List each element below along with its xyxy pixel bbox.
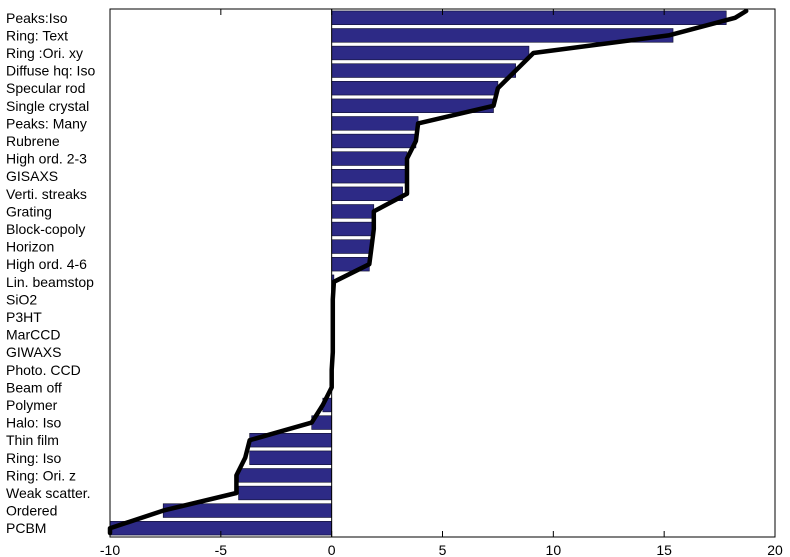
- category-label: Peaks: Many: [6, 115, 87, 131]
- category-label: Thin film: [6, 432, 59, 448]
- x-tick-label: 10: [546, 542, 562, 557]
- category-label: Specular rod: [6, 80, 85, 96]
- bar: [331, 81, 499, 96]
- trend-line: [107, 8, 749, 536]
- x-tick-labels: -10 -5 0 5 10 15 20: [100, 542, 783, 557]
- bar: [331, 239, 372, 254]
- category-label: Block-copoly: [6, 221, 85, 237]
- bar: [331, 10, 727, 25]
- category-label: Diffuse hq: Iso: [6, 63, 95, 79]
- bar: [331, 116, 419, 131]
- category-label: MarCCD: [6, 327, 60, 343]
- x-tick-label: 0: [328, 542, 336, 557]
- bar: [331, 133, 417, 149]
- category-label: Ring: Text: [6, 27, 68, 43]
- category-label: SiO2: [6, 291, 37, 307]
- bar: [331, 221, 375, 237]
- x-tick-label: -10: [100, 542, 120, 557]
- category-label: Grating: [6, 203, 52, 219]
- category-label: High ord. 2-3: [6, 151, 87, 167]
- category-label: High ord. 4-6: [6, 256, 87, 272]
- category-label: Peaks:Iso: [6, 10, 68, 26]
- x-tick-label: -5: [215, 542, 228, 557]
- bar: [331, 204, 375, 219]
- bar: [331, 169, 408, 184]
- category-label: Ring :Ori. xy: [6, 45, 83, 61]
- x-tick-label: 5: [439, 542, 447, 557]
- category-label: P3HT: [6, 309, 42, 325]
- category-label: Polymer: [6, 397, 58, 413]
- category-label: Single crystal: [6, 98, 89, 114]
- bar: [331, 151, 408, 166]
- bars-group: [109, 10, 727, 536]
- category-label: PCBM: [6, 520, 46, 536]
- category-label: Beam off: [6, 379, 62, 395]
- x-tick-label: 20: [767, 542, 783, 557]
- category-label: Verti. streaks: [6, 186, 87, 202]
- x-tick-label: 15: [656, 542, 672, 557]
- bar: [331, 63, 516, 78]
- category-label: Ordered: [6, 503, 57, 519]
- bar: [331, 45, 530, 61]
- category-label: Weak scatter.: [6, 485, 91, 501]
- category-label: GIWAXS: [6, 344, 62, 360]
- bar: [238, 485, 332, 501]
- category-label: Horizon: [6, 239, 54, 255]
- category-label: Halo: Iso: [6, 415, 61, 431]
- category-label: Photo. CCD: [6, 362, 81, 378]
- x-ticks: [109, 9, 776, 537]
- bar: [331, 186, 403, 201]
- category-label: GISAXS: [6, 168, 58, 184]
- bar: [238, 468, 332, 483]
- category-label: Ring: Iso: [6, 450, 61, 466]
- category-label: Rubrene: [6, 133, 60, 149]
- category-label: Ring: Ori. z: [6, 467, 76, 483]
- category-label: Lin. beamstop: [6, 274, 94, 290]
- bar: [249, 450, 332, 465]
